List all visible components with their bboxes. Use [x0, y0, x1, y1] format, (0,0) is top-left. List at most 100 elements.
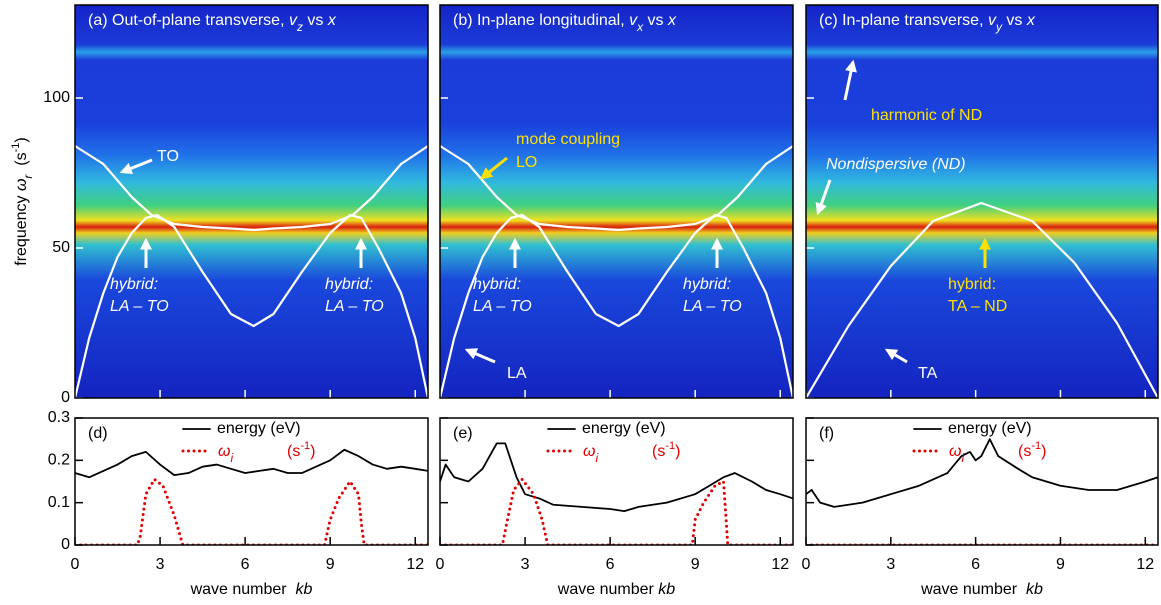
annotation: Nondispersive (ND) [826, 156, 966, 173]
x-axis-label-part: wave number [557, 581, 659, 598]
x-tick-label: 3 [886, 556, 895, 573]
plot-frame [74, 4, 429, 399]
legend-unit: (s-1) [287, 440, 315, 460]
annotation: TA [918, 365, 938, 382]
annotation: hybrid: [683, 276, 731, 293]
y-axis-label-part: frequency [13, 191, 30, 266]
x-tick-label: 9 [1056, 556, 1065, 573]
plot-frame [439, 4, 794, 399]
annotation: LA [507, 365, 527, 382]
x-tick-label: 12 [1136, 556, 1154, 573]
x-tick-label: 3 [156, 556, 165, 573]
panel-title-part: vs [643, 12, 668, 29]
y-axis-label: frequency ωr (s-1) [10, 137, 35, 266]
x-axis-label-part: kb [658, 581, 675, 598]
legend-label: ωi [218, 443, 233, 465]
y-tick-label: 0.1 [48, 494, 70, 511]
y-tick-label: 0 [61, 389, 70, 406]
annotation: TO [157, 148, 179, 165]
panel-title-part: v [289, 12, 298, 29]
y-axis-label-part: -1 [10, 143, 22, 153]
annotation: mode coupling [516, 131, 620, 148]
annotation: hybrid: [325, 276, 373, 293]
x-axis-label-part: kb [1026, 581, 1043, 598]
y-tick-label: 50 [52, 239, 70, 256]
legend-label: energy (eV) [948, 420, 1032, 437]
y-axis-label-part: ω [13, 179, 30, 191]
panel-title-part: (b) In-plane longitudinal, [453, 12, 629, 29]
y-tick-label: 100 [43, 89, 70, 106]
legend-unit-part: ) [1041, 443, 1046, 460]
annotation: hybrid: [948, 276, 996, 293]
legend-unit-part: ) [310, 443, 315, 460]
annotation: hybrid: [110, 276, 158, 293]
data-line [806, 201, 1158, 398]
legend-unit-part: -1 [665, 440, 675, 452]
x-tick-label: 0 [802, 556, 811, 573]
panel-title-part: (a) Out-of-plane transverse, [88, 12, 289, 29]
legend-label-part: ω [583, 443, 595, 460]
x-tick-label: 12 [771, 556, 789, 573]
y-tick-label: 0.3 [48, 409, 70, 426]
plot-background [806, 418, 1158, 545]
annotation: TA – ND [948, 298, 1007, 315]
legend-label: energy (eV) [582, 420, 666, 437]
plot-background [440, 418, 793, 545]
data-line [75, 144, 428, 232]
y-tick-label: 0 [61, 536, 70, 553]
data-line [75, 213, 428, 398]
panel-title-part: y [995, 20, 1003, 34]
legend-label-part: i [595, 451, 598, 465]
data-line [75, 448, 428, 479]
panel-title: (c) In-plane transverse, vy vs x [819, 12, 1036, 34]
annotation: harmonic of ND [871, 107, 982, 124]
annotation: LA – TO [325, 298, 384, 315]
arrow [815, 179, 832, 216]
legend-label: energy (eV) [217, 420, 301, 437]
panel-title-part: z [296, 20, 303, 34]
legend-label: ωi [949, 443, 964, 465]
annotations: TO hybrid: LA – TO hybrid: LA – TO mode … [110, 59, 1007, 382]
arrow [464, 348, 496, 364]
x-tick-label: 6 [241, 556, 250, 573]
panel-label: (f) [819, 425, 834, 442]
y-tick-label: 0.2 [48, 452, 70, 469]
plot-frame [805, 4, 1159, 399]
legend-label: ωi [583, 443, 598, 465]
panel-title: (b) In-plane longitudinal, vx vs x [453, 12, 677, 34]
legend-label-part: i [961, 451, 964, 465]
x-tick-label: 12 [406, 556, 424, 573]
plot-background [75, 418, 428, 545]
x-tick-label: 9 [691, 556, 700, 573]
panel-title-part: (c) In-plane transverse, [819, 12, 988, 29]
y-axis-label-part: ) [13, 137, 30, 142]
x-tick-label: 3 [521, 556, 530, 573]
legend-unit-part: (s [652, 443, 665, 460]
x-axis-label-part: wave number [190, 581, 296, 598]
panels: 0 50 100 (a) Out-of-plane transverse, vz vs… [10, 4, 1159, 598]
legend-label-part: ω [949, 443, 961, 460]
plot-background [75, 5, 428, 398]
x-axis-label: wave number kb [190, 581, 313, 598]
legend-label-part: ω [218, 443, 230, 460]
annotation: LA – TO [683, 298, 742, 315]
data-line [440, 213, 793, 398]
arrow [884, 348, 908, 364]
legend-unit-part: ) [675, 443, 680, 460]
plot-frame [805, 417, 1159, 546]
plot-frame [74, 417, 429, 546]
y-axis-label-part: r [21, 174, 35, 179]
x-tick-label: 6 [971, 556, 980, 573]
arrow [843, 59, 857, 101]
plot-background [440, 5, 793, 398]
panel-title-part: x [636, 20, 644, 34]
annotation: LA – TO [110, 298, 169, 315]
panel-label: (d) [88, 425, 108, 442]
panel-label: (e) [453, 425, 473, 442]
legend-unit-part: -1 [300, 440, 310, 452]
x-axis-label-part: wave number [920, 581, 1026, 598]
legend-unit: (s-1) [652, 440, 680, 460]
legend-unit-part: (s [287, 443, 300, 460]
x-axis-label: wave number kb [920, 581, 1043, 598]
annotation: LA – TO [473, 298, 532, 315]
